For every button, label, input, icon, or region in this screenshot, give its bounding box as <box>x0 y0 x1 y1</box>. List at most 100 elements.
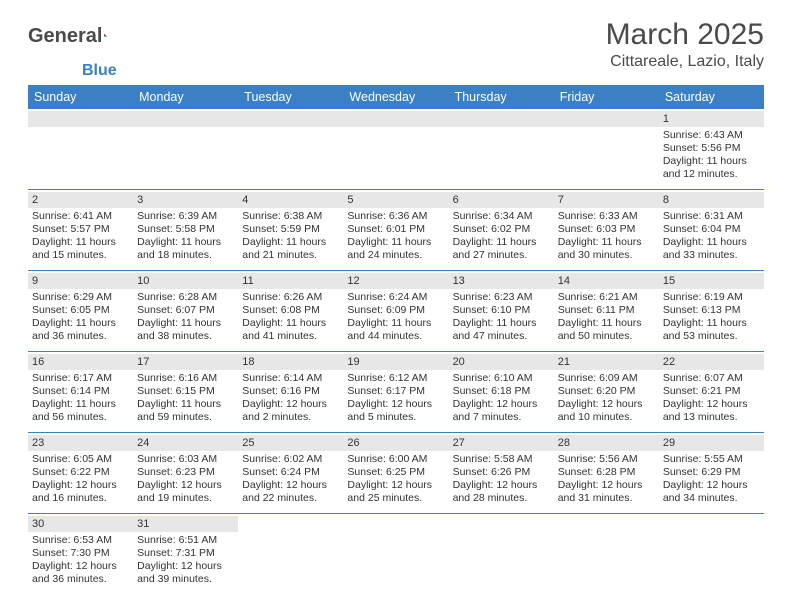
day-number: 28 <box>554 435 659 451</box>
day-number: 17 <box>133 354 238 370</box>
daylight-text-2: and 24 minutes. <box>347 249 444 262</box>
sunrise-text: Sunrise: 6:39 AM <box>137 210 234 223</box>
calendar-cell: 30Sunrise: 6:53 AMSunset: 7:30 PMDayligh… <box>28 514 133 595</box>
sunrise-text: Sunrise: 6:05 AM <box>32 453 129 466</box>
daylight-text-1: Daylight: 12 hours <box>32 560 129 573</box>
day-number <box>238 111 343 127</box>
day-number: 27 <box>449 435 554 451</box>
daylight-text-2: and 56 minutes. <box>32 411 129 424</box>
daylight-text-2: and 25 minutes. <box>347 492 444 505</box>
day-number: 1 <box>659 111 764 127</box>
daylight-text-1: Daylight: 12 hours <box>453 479 550 492</box>
day-number: 23 <box>28 435 133 451</box>
day-header: Thursday <box>449 85 554 109</box>
day-details: Sunrise: 6:26 AMSunset: 6:08 PMDaylight:… <box>242 291 339 344</box>
calendar-cell: 13 Sunrise: 6:23 AMSunset: 6:10 PMDayligh… <box>449 271 554 352</box>
day-details: Sunrise: 6:00 AMSunset: 6:25 PMDaylight:… <box>347 453 444 506</box>
day-details: Sunrise: 6:19 AMSunset: 6:13 PMDaylight:… <box>663 291 760 344</box>
sunrise-text: Sunrise: 6:24 AM <box>347 291 444 304</box>
sunset-text: Sunset: 6:14 PM <box>32 385 129 398</box>
sunrise-text: Sunrise: 6:16 AM <box>137 372 234 385</box>
calendar-cell: 20Sunrise: 6:10 AMSunset: 6:18 PMDayligh… <box>449 352 554 433</box>
day-details: Sunrise: 6:23 AMSunset: 6:10 PMDaylight:… <box>453 291 550 344</box>
logo-text-general: General <box>28 26 102 46</box>
calendar-page: General March 2025 Cittareale, Lazio, It… <box>0 0 792 594</box>
day-details: Sunrise: 6:51 AMSunset: 7:31 PMDaylight:… <box>137 534 234 587</box>
calendar-cell: 10Sunrise: 6:28 AMSunset: 6:07 PMDayligh… <box>133 271 238 352</box>
day-header: Tuesday <box>238 85 343 109</box>
daylight-text-1: Daylight: 12 hours <box>347 398 444 411</box>
sunrise-text: Sunrise: 6:19 AM <box>663 291 760 304</box>
title-block: March 2025 Cittareale, Lazio, Italy <box>606 18 764 71</box>
calendar-table: Sunday Monday Tuesday Wednesday Thursday… <box>28 85 764 594</box>
daylight-text-2: and 16 minutes. <box>32 492 129 505</box>
logo-text-blue: Blue <box>82 63 117 79</box>
daylight-text-2: and 38 minutes. <box>137 330 234 343</box>
day-number: 8 <box>659 192 764 208</box>
day-details: Sunrise: 6:21 AMSunset: 6:11 PMDaylight:… <box>558 291 655 344</box>
calendar-cell: 3Sunrise: 6:39 AMSunset: 5:58 PMDaylight… <box>133 190 238 271</box>
day-number: 13 <box>449 273 554 289</box>
sunset-text: Sunset: 5:56 PM <box>663 142 760 155</box>
daylight-text-1: Daylight: 11 hours <box>453 317 550 330</box>
calendar-cell: 31 Sunrise: 6:51 AMSunset: 7:31 PMDayligh… <box>133 514 238 595</box>
calendar-cell <box>659 514 764 595</box>
calendar-cell <box>28 109 133 190</box>
daylight-text-1: Daylight: 12 hours <box>558 398 655 411</box>
day-details: Sunrise: 6:29 AMSunset: 6:05 PMDaylight:… <box>32 291 129 344</box>
calendar-cell: 19Sunrise: 6:12 AMSunset: 6:17 PMDayligh… <box>343 352 448 433</box>
calendar-week: 23Sunrise: 6:05 AMSunset: 6:22 PMDayligh… <box>28 433 764 514</box>
day-details: Sunrise: 6:17 AMSunset: 6:14 PMDaylight:… <box>32 372 129 425</box>
sunrise-text: Sunrise: 6:43 AM <box>663 129 760 142</box>
daylight-text-2: and 18 minutes. <box>137 249 234 262</box>
month-title: March 2025 <box>606 18 764 51</box>
day-details: Sunrise: 6:38 AMSunset: 5:59 PMDaylight:… <box>242 210 339 263</box>
day-details: Sunrise: 6:36 AMSunset: 6:01 PMDaylight:… <box>347 210 444 263</box>
daylight-text-1: Daylight: 12 hours <box>242 398 339 411</box>
sunset-text: Sunset: 6:20 PM <box>558 385 655 398</box>
calendar-cell <box>449 514 554 595</box>
day-header: Saturday <box>659 85 764 109</box>
daylight-text-1: Daylight: 11 hours <box>453 236 550 249</box>
sunrise-text: Sunrise: 6:17 AM <box>32 372 129 385</box>
calendar-cell: 23Sunrise: 6:05 AMSunset: 6:22 PMDayligh… <box>28 433 133 514</box>
daylight-text-2: and 31 minutes. <box>558 492 655 505</box>
day-details: Sunrise: 6:39 AMSunset: 5:58 PMDaylight:… <box>137 210 234 263</box>
sunrise-text: Sunrise: 6:23 AM <box>453 291 550 304</box>
day-details: Sunrise: 6:10 AMSunset: 6:18 PMDaylight:… <box>453 372 550 425</box>
calendar-cell: 17Sunrise: 6:16 AMSunset: 6:15 PMDayligh… <box>133 352 238 433</box>
daylight-text-1: Daylight: 11 hours <box>242 317 339 330</box>
calendar-cell: 27Sunrise: 5:58 AMSunset: 6:26 PMDayligh… <box>449 433 554 514</box>
calendar-cell: 25Sunrise: 6:02 AMSunset: 6:24 PMDayligh… <box>238 433 343 514</box>
day-number: 11 <box>238 273 343 289</box>
daylight-text-2: and 36 minutes. <box>32 573 129 586</box>
sunrise-text: Sunrise: 6:36 AM <box>347 210 444 223</box>
day-number: 4 <box>238 192 343 208</box>
day-number: 22 <box>659 354 764 370</box>
daylight-text-2: and 7 minutes. <box>453 411 550 424</box>
daylight-text-2: and 2 minutes. <box>242 411 339 424</box>
day-number: 19 <box>343 354 448 370</box>
calendar-cell: 15Sunrise: 6:19 AMSunset: 6:13 PMDayligh… <box>659 271 764 352</box>
day-details: Sunrise: 6:07 AMSunset: 6:21 PMDaylight:… <box>663 372 760 425</box>
calendar-cell: 29Sunrise: 5:55 AMSunset: 6:29 PMDayligh… <box>659 433 764 514</box>
day-number <box>343 111 448 127</box>
daylight-text-2: and 12 minutes. <box>663 168 760 181</box>
sunset-text: Sunset: 6:02 PM <box>453 223 550 236</box>
calendar-cell <box>449 109 554 190</box>
calendar-cell: 2Sunrise: 6:41 AMSunset: 5:57 PMDaylight… <box>28 190 133 271</box>
day-number: 31 <box>133 516 238 532</box>
calendar-cell <box>554 514 659 595</box>
sunset-text: Sunset: 6:26 PM <box>453 466 550 479</box>
calendar-cell: 11 Sunrise: 6:26 AMSunset: 6:08 PMDayligh… <box>238 271 343 352</box>
daylight-text-1: Daylight: 12 hours <box>558 479 655 492</box>
day-details: Sunrise: 6:14 AMSunset: 6:16 PMDaylight:… <box>242 372 339 425</box>
calendar-week: 16Sunrise: 6:17 AMSunset: 6:14 PMDayligh… <box>28 352 764 433</box>
day-header-row: Sunday Monday Tuesday Wednesday Thursday… <box>28 85 764 109</box>
daylight-text-1: Daylight: 12 hours <box>32 479 129 492</box>
daylight-text-2: and 5 minutes. <box>347 411 444 424</box>
calendar-week: 1Sunrise: 6:43 AMSunset: 5:56 PMDaylight… <box>28 109 764 190</box>
day-number: 26 <box>343 435 448 451</box>
day-number: 16 <box>28 354 133 370</box>
daylight-text-2: and 36 minutes. <box>32 330 129 343</box>
